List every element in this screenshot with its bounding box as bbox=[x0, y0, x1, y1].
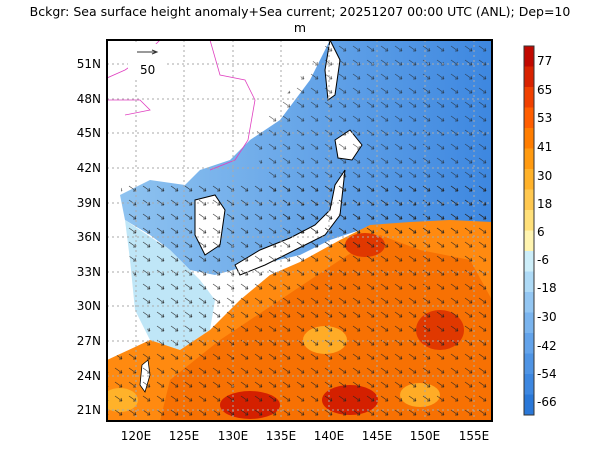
svg-text:-6: -6 bbox=[537, 253, 549, 267]
svg-text:65: 65 bbox=[537, 83, 552, 97]
title-line2: m bbox=[293, 20, 307, 35]
y-axis: 51N 48N 45N 42N 39N 36N 33N 30N 27N 24N 21N bbox=[77, 57, 101, 417]
svg-text:24N: 24N bbox=[77, 369, 101, 383]
svg-text:-30: -30 bbox=[537, 310, 557, 324]
svg-text:155E: 155E bbox=[459, 429, 490, 443]
svg-text:36N: 36N bbox=[77, 230, 101, 244]
svg-text:30N: 30N bbox=[77, 299, 101, 313]
svg-text:48N: 48N bbox=[77, 92, 101, 106]
svg-text:120E: 120E bbox=[121, 429, 152, 443]
svg-text:-66: -66 bbox=[537, 395, 557, 409]
svg-text:27N: 27N bbox=[77, 334, 101, 348]
svg-text:-54: -54 bbox=[537, 367, 557, 381]
colorbar bbox=[523, 45, 535, 416]
svg-text:145E: 145E bbox=[362, 429, 393, 443]
svg-text:42N: 42N bbox=[77, 161, 101, 175]
title-line1: Bckgr: Sea surface height anomaly+Sea cu… bbox=[29, 4, 571, 19]
map-plot bbox=[107, 40, 492, 421]
svg-text:45N: 45N bbox=[77, 126, 101, 140]
grid bbox=[107, 40, 492, 421]
svg-text:130E: 130E bbox=[218, 429, 249, 443]
svg-text:-18: -18 bbox=[537, 281, 557, 295]
svg-text:125E: 125E bbox=[169, 429, 200, 443]
svg-text:21N: 21N bbox=[77, 403, 101, 417]
svg-text:41: 41 bbox=[537, 140, 552, 154]
svg-text:135E: 135E bbox=[266, 429, 297, 443]
svg-text:140E: 140E bbox=[314, 429, 345, 443]
svg-text:51N: 51N bbox=[77, 57, 101, 71]
svg-text:18: 18 bbox=[537, 197, 552, 211]
x-axis: 120E 125E 130E 135E 140E 145E 150E 155E bbox=[121, 429, 490, 443]
svg-text:150E: 150E bbox=[410, 429, 441, 443]
map-frame bbox=[106, 39, 493, 422]
svg-text:39N: 39N bbox=[77, 196, 101, 210]
colorbar-labels: 77 65 53 41 30 18 6 -6 -18 -30 -42 -54 -66 bbox=[537, 54, 557, 409]
svg-text:53: 53 bbox=[537, 111, 552, 125]
svg-text:33N: 33N bbox=[77, 265, 101, 279]
svg-text:-42: -42 bbox=[537, 339, 557, 353]
reference-vector-label: 50 bbox=[140, 63, 155, 77]
svg-text:6: 6 bbox=[537, 225, 545, 239]
svg-text:30: 30 bbox=[537, 169, 552, 183]
chart-title: Bckgr: Sea surface height anomaly+Sea cu… bbox=[0, 4, 600, 36]
svg-text:77: 77 bbox=[537, 54, 552, 68]
